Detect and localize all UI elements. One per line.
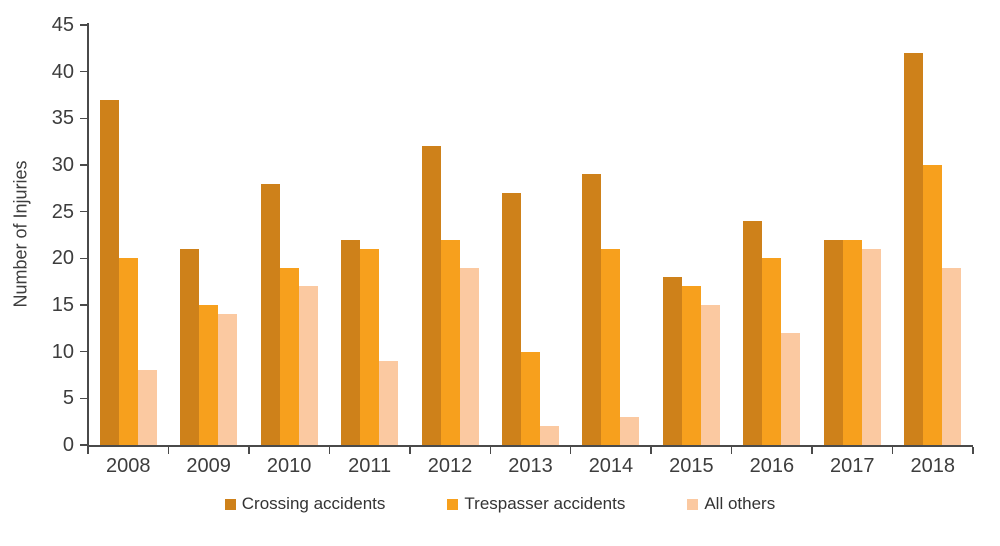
x-tick-mark <box>569 446 572 454</box>
bar-2015-series-1 <box>681 286 701 445</box>
y-tick-mark <box>80 210 88 213</box>
bar-2010-series-0 <box>260 183 280 445</box>
y-tick-label: 15 <box>51 294 74 316</box>
x-tick-label: 2009 <box>186 455 231 477</box>
y-tick-mark <box>80 444 88 446</box>
y-tick-mark <box>80 350 88 353</box>
bar-2016-series-2 <box>781 333 801 445</box>
x-tick-mark <box>650 446 652 454</box>
bar-2014-series-0 <box>582 174 602 445</box>
bar-2012-series-0 <box>421 146 441 445</box>
y-tick-mark <box>80 257 88 260</box>
legend-swatch-icon <box>687 498 699 510</box>
bar-2008-series-1 <box>118 258 138 445</box>
y-tick-label: 40 <box>51 60 74 83</box>
bar-2017-series-1 <box>842 239 862 445</box>
y-tick-mark <box>80 117 88 120</box>
x-tick-label: 2008 <box>105 455 151 477</box>
x-tick-label: 2011 <box>348 455 392 477</box>
x-tick-mark <box>87 446 89 454</box>
legend-item: Trespasser accidents <box>447 494 625 514</box>
bar-2009-series-0 <box>180 249 200 445</box>
bar-2017-series-2 <box>861 249 881 445</box>
x-tick-label: 2018 <box>910 455 956 477</box>
bar-2013-series-2 <box>540 426 559 445</box>
bar-2015-series-2 <box>700 305 720 445</box>
bar-2010-series-2 <box>298 286 318 445</box>
bar-2009-series-1 <box>199 305 219 445</box>
bar-2017-series-0 <box>823 239 843 445</box>
legend-item: Crossing accidents <box>224 494 386 514</box>
y-tick-mark <box>80 70 88 73</box>
y-tick-label: 45 <box>51 14 74 36</box>
legend-label: All others <box>704 494 776 513</box>
x-tick-label: 2012 <box>427 455 473 477</box>
x-axis-line <box>87 445 973 447</box>
y-tick-label: 30 <box>51 154 74 176</box>
legend: Crossing accidents Trespasser accidents Al… <box>0 494 1000 514</box>
bar-2011-series-1 <box>360 249 380 445</box>
y-axis-line <box>87 23 89 446</box>
legend-swatch-icon <box>447 498 459 510</box>
x-tick-label: 2010 <box>266 455 312 477</box>
x-tick-mark <box>972 446 974 454</box>
y-tick-label: 25 <box>51 200 74 223</box>
bar-2014-series-2 <box>620 417 640 445</box>
bar-2018-series-1 <box>923 165 943 445</box>
x-tick-label: 2014 <box>588 455 634 477</box>
bar-2010-series-1 <box>279 267 299 445</box>
x-tick-label: 2015 <box>669 455 714 477</box>
legend-label: Trespasser accidents <box>464 494 626 513</box>
y-tick-mark <box>80 304 88 306</box>
x-tick-mark <box>891 446 894 454</box>
y-tick-mark <box>80 24 88 26</box>
bar-2012-series-2 <box>459 267 479 445</box>
y-tick-label: 20 <box>51 247 74 270</box>
x-tick-mark <box>409 446 411 454</box>
x-tick-mark <box>328 446 331 454</box>
bar-2011-series-0 <box>341 239 361 445</box>
bar-2009-series-2 <box>218 314 238 445</box>
bar-2016-series-1 <box>762 258 782 445</box>
x-tick-mark <box>167 446 170 454</box>
bar-2015-series-0 <box>662 277 682 445</box>
y-tick-label: 0 <box>62 434 74 456</box>
x-tick-mark <box>248 446 250 454</box>
x-tick-mark <box>489 446 492 454</box>
y-tick-label: 35 <box>51 107 74 130</box>
legend-label: Crossing accidents <box>241 494 386 513</box>
y-tick-label: 10 <box>51 340 74 363</box>
bar-2013-series-1 <box>521 351 540 445</box>
bar-2018-series-2 <box>942 267 962 445</box>
legend-item: All others <box>687 494 775 514</box>
bar-2016-series-0 <box>743 221 763 445</box>
x-tick-label: 2016 <box>749 455 795 477</box>
bar-2014-series-1 <box>601 249 621 445</box>
bar-2018-series-0 <box>904 53 924 445</box>
bar-2008-series-2 <box>137 370 157 445</box>
legend-swatch-icon <box>224 498 236 510</box>
x-tick-mark <box>811 446 813 454</box>
bar-2011-series-2 <box>379 361 399 445</box>
x-tick-label: 2017 <box>830 455 875 477</box>
bar-2012-series-1 <box>440 239 460 445</box>
y-axis-title: Number of Injuries <box>10 160 31 308</box>
bar-2008-series-0 <box>99 99 119 445</box>
bar-2013-series-0 <box>502 193 521 445</box>
y-tick-mark <box>80 164 88 166</box>
x-tick-label: 2013 <box>508 455 553 477</box>
y-tick-label: 5 <box>62 387 74 410</box>
y-tick-mark <box>80 397 88 400</box>
x-tick-mark <box>730 446 733 454</box>
